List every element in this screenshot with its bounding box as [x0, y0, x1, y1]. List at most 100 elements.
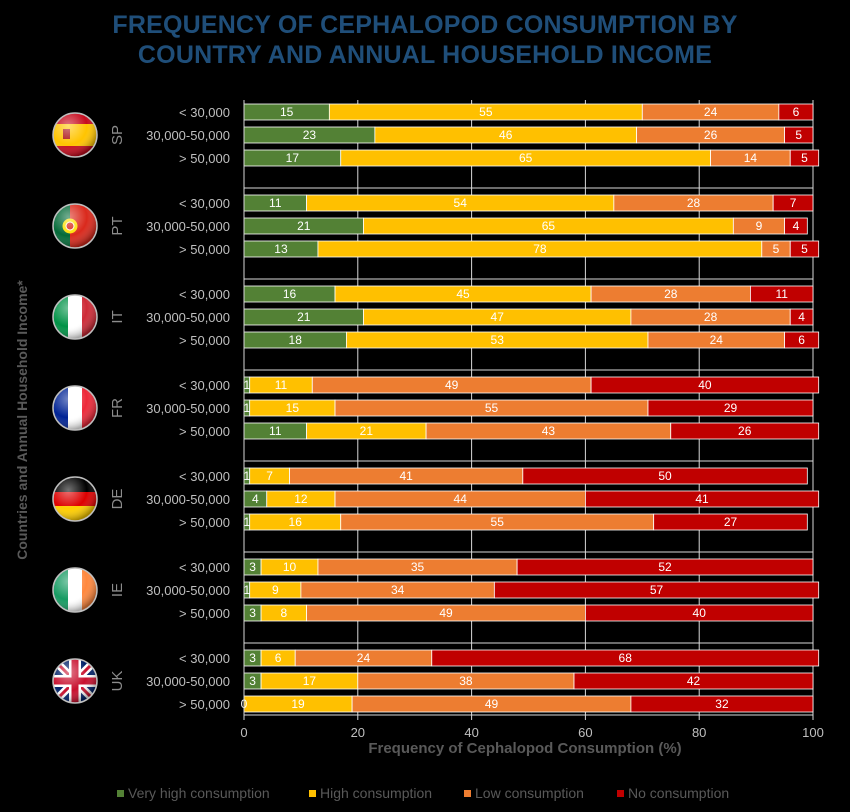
data-label-pt-3-low: 5	[773, 242, 780, 256]
bar-it-2-none	[789, 308, 814, 326]
data-label-fr-1-low: 49	[445, 378, 459, 392]
bar-uk-1-none	[431, 649, 820, 667]
france-flag-rim	[52, 385, 98, 431]
data-label-sp-2-low: 26	[704, 128, 718, 142]
category-label-it-3: > 50,000	[179, 333, 230, 348]
chart-title: FREQUENCY OF CEPHALOPOD CONSUMPTION BY C…	[0, 10, 850, 70]
category-label-sp-1: < 30,000	[179, 105, 230, 120]
data-label-de-2-very-high: 4	[252, 492, 259, 506]
data-label-uk-3-none: 32	[715, 697, 729, 711]
data-label-pt-2-very-high: 21	[297, 219, 311, 233]
country-label-it: IT	[109, 310, 126, 323]
data-label-de-1-none: 50	[658, 469, 672, 483]
category-label-it-1: < 30,000	[179, 287, 230, 302]
legend-swatch-none	[617, 789, 624, 797]
data-label-uk-2-very-high: 3	[249, 674, 256, 688]
data-label-de-3-high: 16	[289, 515, 303, 529]
legend-label-very-high: Very high consumption	[128, 785, 270, 801]
data-label-fr-1-very-high: 1	[244, 378, 251, 392]
category-label-sp-2: 30,000-50,000	[146, 128, 230, 143]
x-tick-label-0: 0	[240, 725, 247, 740]
legend-item-none: No consumption	[617, 785, 729, 801]
chart-title-line-2: COUNTRY AND ANNUAL HOUSEHOLD INCOME	[137, 41, 713, 69]
data-label-it-3-low: 24	[710, 333, 724, 347]
data-label-sp-1-low: 24	[704, 105, 718, 119]
data-label-it-2-none: 4	[798, 310, 805, 324]
data-label-uk-2-low: 38	[459, 674, 473, 688]
data-label-sp-3-very-high: 17	[286, 151, 300, 165]
country-label-pt: PT	[109, 216, 126, 235]
data-label-it-2-high: 47	[491, 310, 505, 324]
category-label-de-2: 30,000-50,000	[146, 492, 230, 507]
data-label-ie-2-none: 57	[650, 583, 664, 597]
chart-title-line-1: FREQUENCY OF CEPHALOPOD CONSUMPTION BY	[112, 11, 738, 39]
category-label-fr-2: 30,000-50,000	[146, 401, 230, 416]
data-label-pt-3-very-high: 13	[274, 242, 288, 256]
category-label-fr-1: < 30,000	[179, 378, 230, 393]
data-label-sp-2-none: 5	[795, 128, 802, 142]
category-label-ie-2: 30,000-50,000	[146, 583, 230, 598]
category-label-ie-1: < 30,000	[179, 560, 230, 575]
uk-flag	[52, 658, 98, 704]
country-label-uk: UK	[109, 671, 126, 692]
data-label-pt-1-low: 28	[687, 196, 701, 210]
x-tick-label-80: 80	[692, 725, 706, 740]
data-label-sp-1-very-high: 15	[280, 105, 294, 119]
axes: 0 20 40 60 80 100 < 30,000 30,000-50,000 > 50,00…	[109, 100, 824, 740]
flags	[52, 112, 98, 704]
data-label-fr-3-none: 26	[738, 424, 752, 438]
x-tick-label-60: 60	[578, 725, 592, 740]
bar-de-1-none	[522, 467, 808, 485]
data-label-pt-1-very-high: 11	[269, 196, 282, 210]
data-label-ie-1-low: 35	[411, 560, 425, 574]
data-label-uk-1-none: 68	[619, 651, 633, 665]
data-label-pt-3-none: 5	[801, 242, 808, 256]
italy-flag	[52, 294, 98, 340]
x-axis-label: Frequency of Cephalopod Consumption (%)	[368, 740, 681, 757]
data-label-uk-3-high: 19	[291, 697, 305, 711]
data-label-uk-3-low: 49	[485, 697, 499, 711]
france-flag	[52, 385, 98, 431]
data-label-it-3-none: 6	[798, 333, 805, 347]
portugal-flag	[52, 203, 98, 249]
data-label-fr-2-very-high: 1	[244, 401, 251, 415]
data-label-de-1-low: 41	[399, 469, 413, 483]
data-label-ie-3-high: 8	[280, 606, 287, 620]
bar-fr-3-none	[670, 422, 820, 440]
ireland-flag-sheen	[53, 568, 97, 612]
data-label-it-2-low: 28	[704, 310, 718, 324]
bars	[243, 103, 820, 713]
category-label-de-3: > 50,000	[179, 515, 230, 530]
category-label-uk-3: > 50,000	[179, 697, 230, 712]
italy-flag-rim	[52, 294, 98, 340]
legend-swatch-very-high	[117, 789, 124, 797]
category-label-ie-3: > 50,000	[179, 606, 230, 621]
legend-label-high: High consumption	[320, 785, 433, 801]
data-label-it-1-very-high: 16	[283, 287, 297, 301]
data-label-de-3-none: 27	[724, 515, 738, 529]
germany-flag	[52, 476, 98, 522]
data-label-uk-2-none: 42	[687, 674, 701, 688]
bar-pt-3-none	[789, 240, 820, 258]
data-label-sp-1-high: 55	[479, 105, 493, 119]
data-label-fr-1-none: 40	[698, 378, 712, 392]
data-label-it-3-high: 53	[491, 333, 505, 347]
category-label-pt-2: 30,000-50,000	[146, 219, 230, 234]
data-label-uk-1-high: 6	[275, 651, 282, 665]
data-label-pt-2-low: 9	[756, 219, 763, 233]
bar-sp-1-none	[778, 103, 814, 121]
legend-item-very-high: Very high consumption	[117, 785, 270, 801]
bar-ie-3-none	[585, 604, 814, 622]
legend-swatch-low	[464, 789, 471, 797]
category-label-sp-3: > 50,000	[179, 151, 230, 166]
data-label-it-1-low: 28	[664, 287, 678, 301]
data-label-uk-1-low: 24	[357, 651, 371, 665]
data-label-de-3-very-high: 1	[244, 515, 251, 529]
data-label-ie-3-low: 49	[439, 606, 453, 620]
bar-it-3-none	[784, 331, 820, 349]
bar-ie-2-none	[493, 581, 820, 599]
data-label-pt-3-high: 78	[533, 242, 547, 256]
data-label-it-2-very-high: 21	[297, 310, 311, 324]
bar-pt-2-none	[784, 217, 808, 235]
